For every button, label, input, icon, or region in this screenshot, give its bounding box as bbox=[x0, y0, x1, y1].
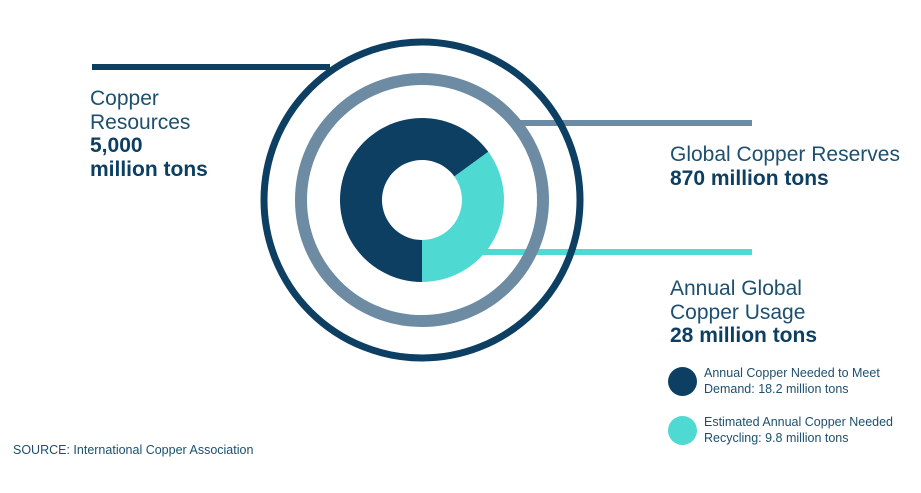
legend-recycling-line2: Recycling: 9.8 million tons bbox=[704, 431, 849, 446]
usage-donut bbox=[339, 117, 504, 283]
donut-segment-recycling bbox=[422, 151, 504, 282]
resources-name: Copper Resources bbox=[90, 87, 191, 134]
usage-label: Annual Global Copper Usage 28 million to… bbox=[670, 277, 910, 348]
legend-swatch-demand bbox=[668, 367, 697, 396]
legend-text-demand: Annual Copper Needed to Meet Demand: 18.… bbox=[704, 365, 921, 398]
reserves-value: 870 million tons bbox=[670, 166, 829, 190]
reserves-ring bbox=[295, 73, 549, 327]
usage-name: Annual Global Copper Usage bbox=[670, 277, 806, 324]
reserves-name: Global Copper Reserves bbox=[670, 143, 900, 166]
usage-value: 28 million tons bbox=[670, 324, 818, 348]
legend-recycling-line1: Estimated Annual Copper Needed bbox=[704, 415, 894, 429]
resources-label: Copper Resources 5,000 million tons bbox=[90, 87, 240, 181]
reserves-label: Global Copper Reserves 870 million tons bbox=[670, 143, 920, 190]
resources-ring bbox=[260, 38, 584, 362]
legend-swatch-recycling bbox=[668, 416, 697, 445]
resources-value: 5,000 million tons bbox=[90, 134, 208, 181]
source-note: SOURCE: International Copper Association bbox=[13, 443, 254, 457]
legend-demand-line1: Annual Copper Needed to Meet bbox=[704, 366, 880, 380]
legend-text-recycling: Estimated Annual Copper Needed Recycling… bbox=[704, 414, 921, 447]
donut-segment-demand bbox=[339, 117, 489, 283]
legend-demand-line2: Demand: 18.2 million tons bbox=[704, 382, 849, 397]
